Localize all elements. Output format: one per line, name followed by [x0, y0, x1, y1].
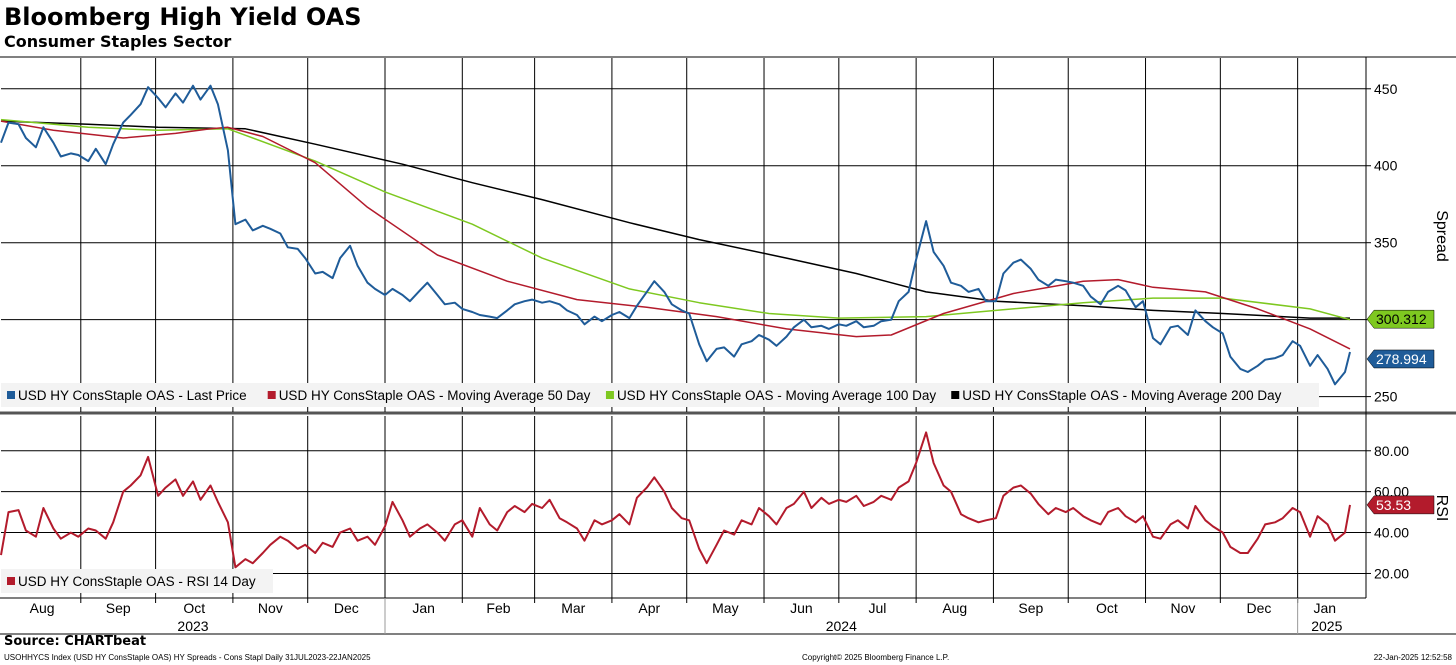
- y-tick-label: 400: [1374, 158, 1398, 174]
- value-tag-last-price-box: [1366, 349, 1435, 369]
- x-tick-label: Dec: [334, 600, 359, 616]
- legend-label: USD HY ConsStaple OAS - Last Price: [18, 388, 247, 403]
- x-tick-label: Jan: [1314, 600, 1337, 616]
- x-tick-label: Aug: [942, 600, 967, 616]
- legend-bottom: USD HY ConsStaple OAS - RSI 14 Day: [1, 569, 273, 593]
- value-tag-last-price-text: 278.994: [1376, 351, 1427, 367]
- value-tag-ma100-text: 300.312: [1376, 311, 1427, 327]
- footer-timestamp: 22-Jan-2025 12:52:58: [1373, 653, 1452, 662]
- y-tick-label: 450: [1374, 81, 1398, 97]
- chart-title: Bloomberg High Yield OAS: [4, 3, 362, 31]
- legend-label: USD HY ConsStaple OAS - Moving Average 1…: [617, 388, 936, 403]
- x-tick-label: Nov: [1170, 600, 1195, 616]
- x-year-label: 2024: [826, 618, 857, 634]
- legend-top: USD HY ConsStaple OAS - Last Price USD HY…: [1, 383, 1319, 407]
- x-tick-label: Oct: [1096, 600, 1118, 616]
- y-tick-label: 80.00: [1374, 443, 1409, 459]
- x-tick-label: Jan: [412, 600, 435, 616]
- value-tag-rsi-box: [1366, 495, 1435, 515]
- value-tag-rsi-text: 53.53: [1376, 497, 1411, 513]
- legend-label: USD HY ConsStaple OAS - Moving Average 2…: [962, 388, 1281, 403]
- source-note: Source: CHARTbeat: [4, 634, 147, 649]
- x-tick-label: Jun: [790, 600, 813, 616]
- legend-background: [1, 569, 273, 593]
- legend-label: USD HY ConsStaple OAS - Moving Average 5…: [279, 388, 591, 403]
- x-tick-label: Apr: [638, 600, 660, 616]
- legend-swatch: [605, 391, 614, 399]
- x-year-label: 2025: [1311, 618, 1342, 634]
- footer-copyright: Copyright© 2025 Bloomberg Finance L.P.: [802, 653, 950, 662]
- value-tag-last-price: 278.994: [1366, 349, 1435, 369]
- x-tick-label: Sep: [1018, 600, 1043, 616]
- legend-swatch: [7, 391, 15, 399]
- value-tag-rsi: 53.53: [1366, 495, 1435, 515]
- series-line-last-price: [0, 84, 1351, 386]
- x-tick-label: Aug: [30, 600, 55, 616]
- y-tick-label: 250: [1374, 389, 1398, 405]
- legend-swatch: [267, 391, 276, 399]
- x-tick-label: Oct: [183, 600, 205, 616]
- x-tick-label: Mar: [561, 600, 585, 616]
- y-tick-label: 40.00: [1374, 525, 1409, 541]
- series-line-ma50: [0, 120, 1351, 350]
- y-axis-title: Spread: [1433, 210, 1450, 262]
- series-line-rsi: [0, 431, 1351, 569]
- value-tag-ma100: 300.312: [1366, 309, 1435, 329]
- chart-subtitle: Consumer Staples Sector: [4, 32, 232, 51]
- footer-index-info: USOHHYCS Index (USD HY ConsStaple OAS) H…: [4, 653, 371, 662]
- series-line-ma100: [0, 118, 1351, 321]
- x-tick-label: Feb: [486, 600, 510, 616]
- x-tick-label: Dec: [1247, 600, 1272, 616]
- x-tick-label: Sep: [106, 600, 131, 616]
- y-axis-title: RSI: [1433, 495, 1450, 522]
- legend-background: [1, 383, 1319, 407]
- legend-swatch: [7, 577, 15, 585]
- series-line-ma200: [0, 120, 1350, 319]
- x-tick-label: Jul: [869, 600, 887, 616]
- y-tick-label: 350: [1374, 235, 1398, 251]
- x-tick-label: May: [712, 600, 738, 616]
- legend-swatch: [951, 391, 960, 399]
- legend-label: USD HY ConsStaple OAS - RSI 14 Day: [18, 574, 256, 589]
- x-tick-label: Nov: [258, 600, 283, 616]
- value-tag-ma100-box: [1366, 309, 1435, 329]
- x-year-label: 2023: [177, 618, 208, 634]
- y-tick-label: 20.00: [1374, 565, 1409, 581]
